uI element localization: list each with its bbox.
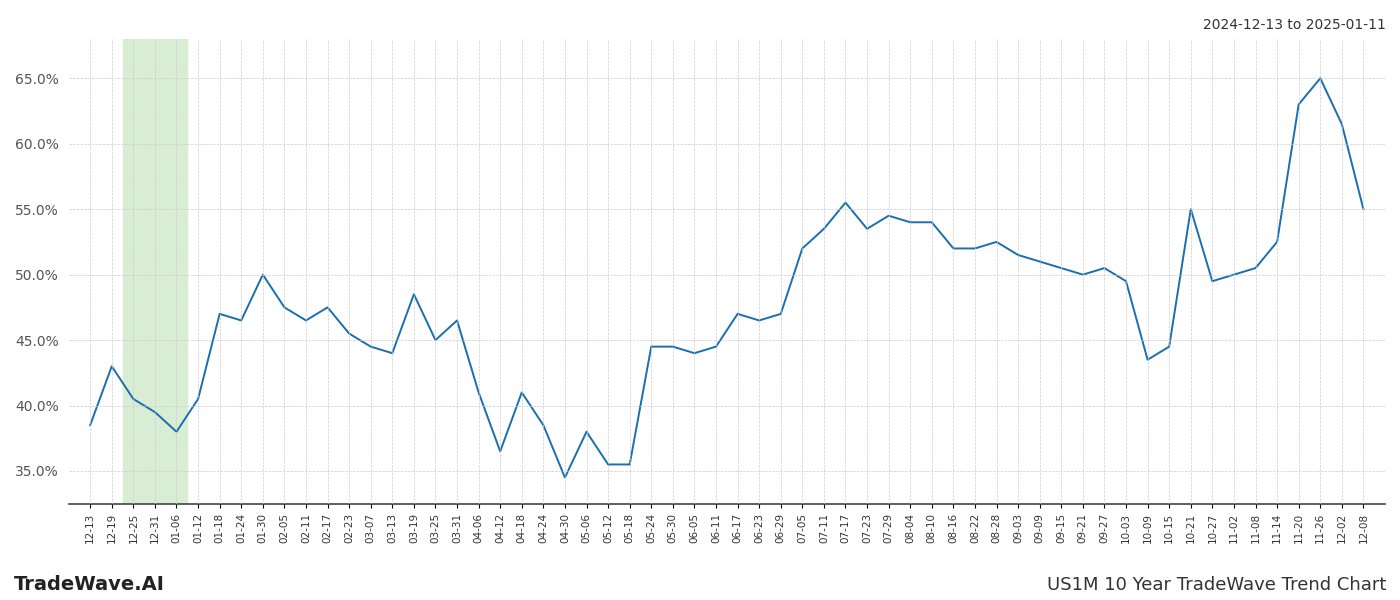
Bar [123,39,188,504]
Text: TradeWave.AI: TradeWave.AI [14,575,165,594]
Text: 2024-12-13 to 2025-01-11: 2024-12-13 to 2025-01-11 [1203,18,1386,32]
Text: US1M 10 Year TradeWave Trend Chart: US1M 10 Year TradeWave Trend Chart [1047,576,1386,594]
